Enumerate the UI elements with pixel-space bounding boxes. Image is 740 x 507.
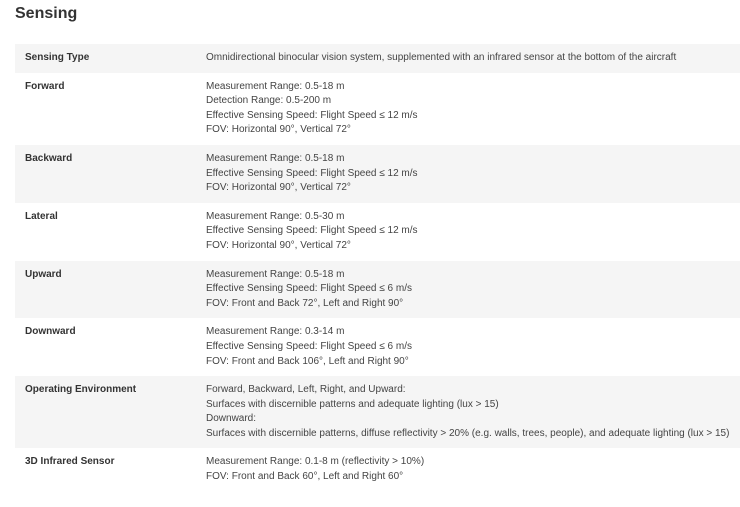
- spec-line: Measurement Range: 0.1-8 m (reflectivity…: [206, 456, 425, 468]
- spec-line: FOV: Horizontal 90°, Vertical 72°: [206, 239, 351, 251]
- spec-label: Upward: [25, 268, 62, 280]
- spec-line: Forward, Backward, Left, Right, and Upwa…: [206, 384, 406, 396]
- spec-value: Measurement Range: 0.3-14 m Effective Sen…: [206, 325, 412, 369]
- spec-value: Omnidirectional binocular vision system,…: [206, 51, 676, 66]
- spec-label: Forward: [25, 80, 65, 92]
- spec-label: 3D Infrared Sensor: [25, 456, 115, 468]
- spec-line: Effective Sensing Speed: Flight Speed ≤ …: [206, 340, 412, 352]
- spec-label: Lateral: [25, 210, 58, 222]
- section-title: Sensing: [15, 5, 78, 22]
- spec-row: Backward Measurement Range: 0.5-18 m Effec…: [15, 144, 740, 203]
- spec-line: Effective Sensing Speed: Flight Speed ≤ …: [206, 283, 412, 295]
- spec-value: Forward, Backward, Left, Right, and Upwa…: [206, 383, 729, 441]
- spec-table: Sensing Type Omnidirectional binocular vi…: [15, 44, 740, 492]
- spec-line: Effective Sensing Speed: Flight Speed ≤ …: [206, 225, 418, 237]
- spec-line: Surfaces with discernible patterns and a…: [206, 398, 499, 410]
- spec-line: FOV: Horizontal 90°, Vertical 72°: [206, 124, 351, 136]
- spec-value: Measurement Range: 0.5-30 m Effective Sen…: [206, 210, 418, 254]
- spec-row: Operating Environment Forward, Backward, …: [15, 376, 740, 449]
- spec-value: Measurement Range: 0.5-18 m Effective Sen…: [206, 268, 412, 312]
- spec-line: FOV: Front and Back 106°, Left and Right…: [206, 355, 409, 367]
- spec-line: Surfaces with discernible patterns, diff…: [206, 427, 730, 439]
- spec-line: FOV: Front and Back 60°, Left and Right …: [206, 471, 404, 483]
- spec-row: 3D Infrared Sensor Measurement Range: 0.1…: [15, 448, 740, 491]
- spec-line: Measurement Range: 0.5-18 m: [206, 80, 345, 92]
- spec-value: Measurement Range: 0.5-18 m Detection Ran…: [206, 80, 418, 138]
- spec-line: FOV: Front and Back 72°, Left and Right …: [206, 297, 404, 309]
- spec-label: Backward: [25, 152, 73, 164]
- spec-row: Lateral Measurement Range: 0.5-30 m Effect…: [15, 203, 740, 261]
- spec-value: Measurement Range: 0.1-8 m (reflectivity…: [206, 455, 424, 484]
- spec-row: Forward Measurement Range: 0.5-18 m Detect…: [15, 73, 740, 145]
- spec-row: Downward Measurement Range: 0.3-14 m Effec…: [15, 318, 740, 376]
- spec-line: Measurement Range: 0.5-18 m: [206, 268, 345, 280]
- spec-line: Detection Range: 0.5-200 m: [206, 95, 332, 107]
- spec-row: Upward Measurement Range: 0.5-18 m Effecti…: [15, 260, 740, 319]
- spec-value: Measurement Range: 0.5-18 m Effective Sen…: [206, 152, 418, 196]
- spec-label: Operating Environment: [25, 384, 137, 396]
- spec-line: Measurement Range: 0.3-14 m: [206, 326, 345, 338]
- spec-label: Sensing Type: [25, 52, 90, 63]
- spec-line: Measurement Range: 0.5-30 m: [206, 210, 345, 222]
- spec-label: Downward: [25, 326, 76, 338]
- spec-line: Effective Sensing Speed: Flight Speed ≤ …: [206, 167, 418, 179]
- spec-line: Effective Sensing Speed: Flight Speed ≤ …: [206, 109, 418, 121]
- spec-line: FOV: Horizontal 90°, Vertical 72°: [206, 182, 351, 194]
- spec-line: Omnidirectional binocular vision system,…: [206, 52, 677, 63]
- spec-line: Measurement Range: 0.5-18 m: [206, 152, 345, 164]
- spec-line: Downward:: [206, 413, 257, 425]
- spec-row: Sensing Type Omnidirectional binocular vi…: [15, 44, 740, 73]
